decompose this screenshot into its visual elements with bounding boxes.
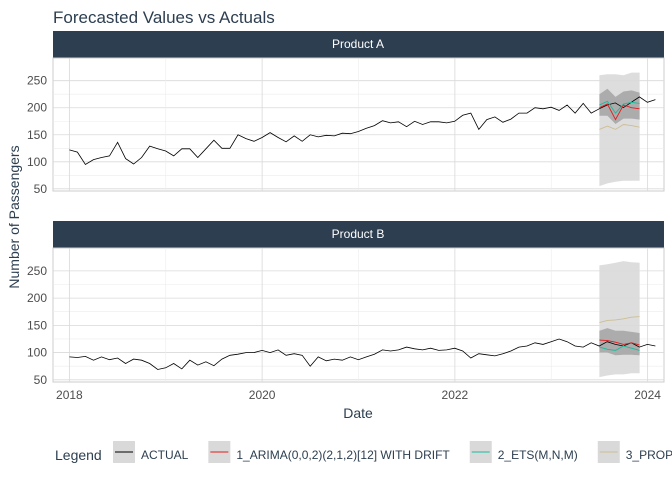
legend-label: 2_ETS(M,N,M) bbox=[498, 448, 578, 462]
forecast-band-inner bbox=[599, 88, 640, 124]
strip-label-product-b: Product B bbox=[332, 227, 385, 241]
strip-product-b bbox=[53, 221, 664, 248]
x-tick-label: 2022 bbox=[442, 388, 469, 402]
y-tick-label: 150 bbox=[27, 318, 47, 332]
y-tick-label: 150 bbox=[27, 128, 47, 142]
y-tick-label: 200 bbox=[27, 291, 47, 305]
legend: Legend ACTUAL 1_ARIMA(0,0,2)(2,1,2)[12] W… bbox=[55, 441, 672, 463]
x-tick-label: 2024 bbox=[634, 388, 661, 402]
x-tick-label: 2018 bbox=[56, 388, 83, 402]
series-line-arima bbox=[599, 339, 640, 346]
series-line-ets bbox=[599, 345, 640, 351]
series-line-actual bbox=[69, 338, 656, 370]
series-line-prophet bbox=[599, 316, 640, 324]
x-axis-title: Date bbox=[343, 405, 373, 421]
y-tick-label: 100 bbox=[27, 155, 47, 169]
y-tick-label: 250 bbox=[27, 74, 47, 88]
chart-title: Forecasted Values vs Actuals bbox=[53, 8, 275, 27]
series-line-arima bbox=[599, 103, 640, 121]
y-tick-label: 250 bbox=[27, 264, 47, 278]
strip-label-product-a: Product A bbox=[332, 37, 384, 51]
legend-title: Legend bbox=[55, 447, 102, 463]
legend-label: 1_ARIMA(0,0,2)(2,1,2)[12] WITH DRIFT bbox=[236, 448, 450, 462]
x-tick-label: 2020 bbox=[249, 388, 276, 402]
strip-product-a bbox=[53, 31, 664, 58]
panel-product-a: Product A bbox=[52, 31, 665, 192]
series-line-prophet bbox=[599, 124, 640, 130]
y-axis-title: Number of Passengers bbox=[6, 145, 22, 288]
series-line-ets bbox=[599, 100, 640, 114]
panel-product-b: Product B bbox=[52, 221, 665, 383]
y-tick-label: 50 bbox=[34, 182, 48, 196]
y-tick-label: 100 bbox=[27, 346, 47, 360]
series-line-actual bbox=[69, 96, 656, 166]
y-tick-label: 200 bbox=[27, 101, 47, 115]
y-tick-label: 50 bbox=[34, 373, 48, 387]
legend-label: ACTUAL bbox=[141, 448, 189, 462]
legend-label: 3_PROPHET bbox=[626, 448, 672, 462]
forecast-band-outer bbox=[599, 72, 640, 187]
forecast-band-inner bbox=[599, 328, 640, 356]
